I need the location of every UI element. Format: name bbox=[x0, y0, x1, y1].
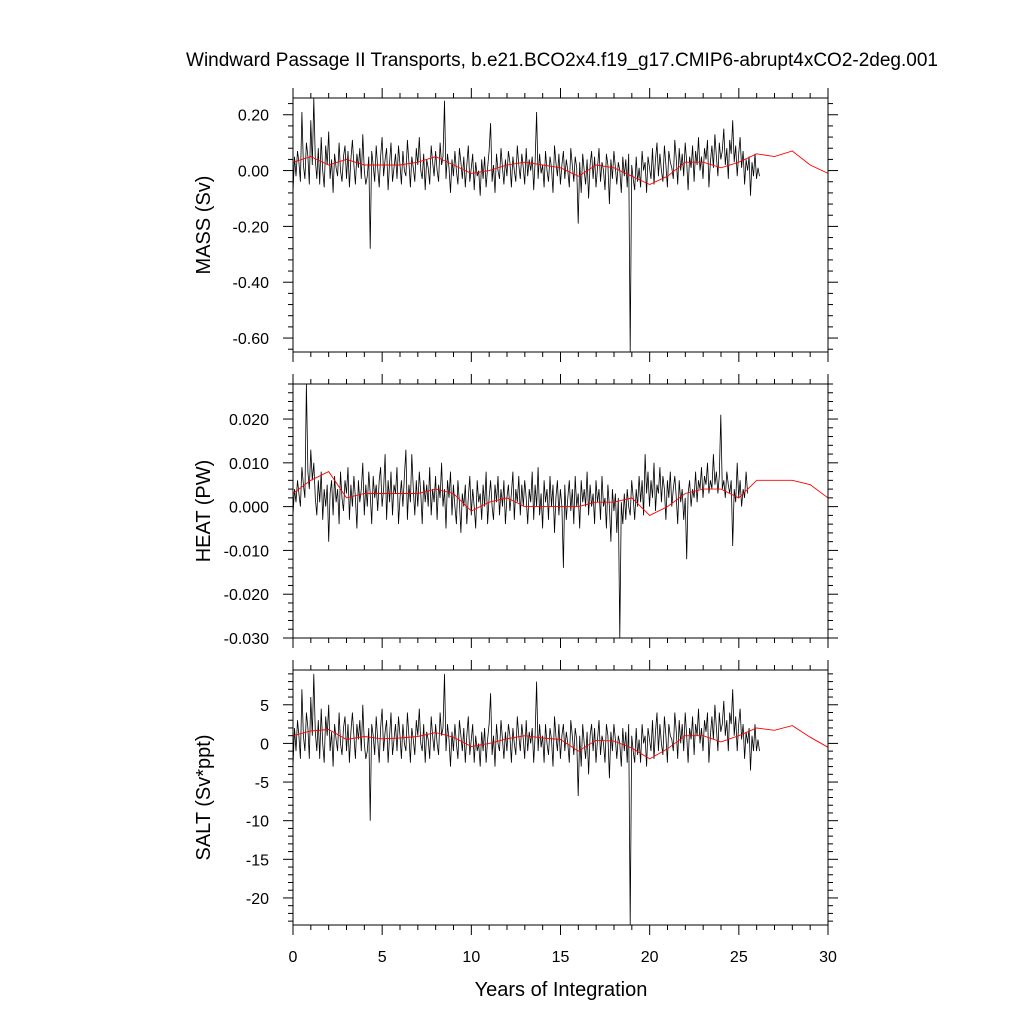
mass-monthly-series-line bbox=[293, 98, 760, 352]
salt-y-tick-label: -10 bbox=[246, 814, 269, 831]
x-tick-label: 5 bbox=[378, 949, 387, 966]
salt-annual-series-line bbox=[293, 725, 828, 760]
x-tick-label: 20 bbox=[641, 949, 659, 966]
heat-y-tick-label: -0.020 bbox=[224, 587, 269, 604]
x-tick-label: 15 bbox=[552, 949, 570, 966]
heat-y-tick-label: 0.020 bbox=[229, 412, 269, 429]
mass-y-tick-label: 0.20 bbox=[238, 108, 269, 125]
salt-y-tick-label: -15 bbox=[246, 852, 269, 869]
salt-y-tick-label: -20 bbox=[246, 891, 269, 908]
salt-monthly-series-line bbox=[293, 673, 760, 925]
mass-y-tick-label: -0.20 bbox=[233, 219, 270, 236]
mass-panel: 0.20 0.00 -0.20 -0.40 -0.60 MASS (Sv) bbox=[193, 88, 838, 362]
heat-y-tick-label: 0.000 bbox=[229, 500, 269, 517]
salt-y-tick-label: -5 bbox=[255, 775, 269, 792]
heat-y-tick-label: -0.030 bbox=[224, 631, 269, 648]
mass-y-tick-label: -0.60 bbox=[233, 331, 270, 348]
mass-y-tick-label: -0.40 bbox=[233, 275, 270, 292]
x-tick-label: 0 bbox=[289, 949, 298, 966]
chart-title: Windward Passage II Transports, b.e21.BC… bbox=[186, 50, 938, 71]
heat-annual-series-line bbox=[293, 471, 828, 516]
salt-y-tick-label: 0 bbox=[260, 736, 269, 753]
mass-y-axis-label: MASS (Sv) bbox=[193, 176, 215, 275]
salt-y-tick-label: 5 bbox=[260, 698, 269, 715]
x-tick-label: 10 bbox=[462, 949, 480, 966]
heat-y-tick-label: 0.010 bbox=[229, 456, 269, 473]
x-tick-label: 25 bbox=[730, 949, 748, 966]
heat-panel: 0.020 0.010 0.000 -0.010 -0.020 -0.030 HEAT (P… bbox=[193, 374, 838, 648]
heat-y-tick-label: -0.010 bbox=[224, 543, 269, 560]
heat-monthly-series-line bbox=[293, 384, 748, 638]
mass-y-tick-label: 0.00 bbox=[238, 164, 269, 181]
heat-y-axis-label: HEAT (PW) bbox=[193, 460, 215, 563]
salt-y-axis-label: SALT (Sv*ppt) bbox=[193, 735, 215, 861]
x-axis-label: Years of Integration bbox=[475, 979, 648, 1001]
x-tick-label: 30 bbox=[819, 949, 837, 966]
mass-annual-series-line bbox=[293, 150, 828, 185]
salt-panel: 5 0 -5 -10 -15 -20 SALT (Sv*ppt) 0 5 10 15 20 25 30 bbox=[193, 660, 838, 966]
